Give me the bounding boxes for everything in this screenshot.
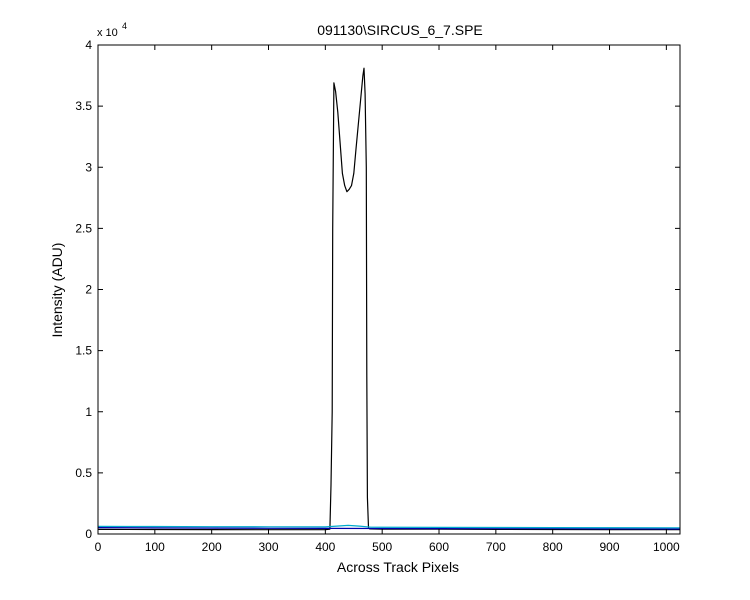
y-tick-label: 3	[85, 160, 92, 174]
x-tick-label: 500	[372, 540, 392, 554]
y-tick-label: 1	[85, 405, 92, 419]
y-tick-label: 2	[85, 283, 92, 297]
x-axis: 0 100 200 300 400 500 600 700 800 900 1000	[95, 45, 680, 554]
x-tick-label: 300	[258, 540, 278, 554]
series-line-3	[97, 524, 681, 529]
x-tick-label: 600	[429, 540, 449, 554]
x-tick-label: 900	[600, 540, 620, 554]
series-layer	[97, 67, 681, 531]
x-tick-label: 1000	[653, 540, 680, 554]
y-exponent-base: x 10	[97, 27, 118, 39]
y-axis: 0 0.5 1 1.5 2 2.5 3 3.5 4	[75, 38, 680, 541]
x-tick-label: 200	[202, 540, 222, 554]
x-tick-label: 100	[145, 540, 165, 554]
y-tick-label: 0.5	[75, 466, 92, 480]
series-line-2	[97, 526, 681, 530]
x-tick-label: 800	[543, 540, 563, 554]
y-tick-label: 3.5	[75, 99, 92, 113]
y-tick-label: 4	[85, 38, 92, 52]
x-tick-label: 0	[95, 540, 102, 554]
y-axis-label: Intensity (ADU)	[49, 243, 65, 338]
y-tick-label: 1.5	[75, 344, 92, 358]
plot-area	[98, 45, 680, 534]
x-tick-label: 400	[315, 540, 335, 554]
y-exponent-power: 4	[122, 21, 127, 31]
x-axis-label: Across Track Pixels	[337, 559, 459, 575]
x-tick-label: 700	[486, 540, 506, 554]
y-tick-label: 0	[85, 527, 92, 541]
y-tick-label: 2.5	[75, 221, 92, 235]
chart-title: 091130\SIRCUS_6_7.SPE	[317, 22, 483, 38]
